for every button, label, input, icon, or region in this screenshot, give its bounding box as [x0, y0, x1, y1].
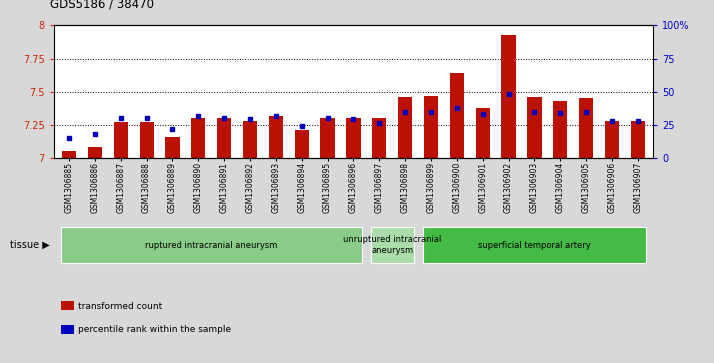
Text: unruptured intracranial
aneurysm: unruptured intracranial aneurysm: [343, 235, 441, 255]
Bar: [243, 121, 257, 158]
Text: ruptured intracranial aneurysm: ruptured intracranial aneurysm: [145, 241, 278, 249]
Bar: [62, 151, 76, 158]
Bar: [166, 137, 180, 158]
Bar: [424, 95, 438, 158]
Bar: [527, 97, 541, 158]
Bar: [476, 107, 490, 158]
Bar: [371, 227, 413, 263]
Text: GDS5186 / 38470: GDS5186 / 38470: [50, 0, 154, 11]
Bar: [553, 101, 568, 158]
Bar: [605, 121, 619, 158]
Text: transformed count: transformed count: [78, 302, 162, 310]
Bar: [423, 227, 646, 263]
Bar: [346, 118, 361, 158]
Text: percentile rank within the sample: percentile rank within the sample: [78, 325, 231, 334]
Bar: [217, 118, 231, 158]
Bar: [579, 98, 593, 158]
Bar: [139, 122, 154, 158]
Bar: [88, 147, 102, 158]
Bar: [295, 130, 309, 158]
Bar: [501, 35, 516, 158]
Bar: [321, 118, 335, 158]
Text: tissue ▶: tissue ▶: [10, 240, 50, 250]
Bar: [450, 73, 464, 158]
Bar: [372, 118, 386, 158]
Bar: [191, 118, 206, 158]
Bar: [114, 122, 128, 158]
Bar: [398, 97, 412, 158]
Bar: [61, 227, 362, 263]
Bar: [630, 121, 645, 158]
Text: superficial temporal artery: superficial temporal artery: [478, 241, 590, 249]
Bar: [268, 115, 283, 158]
